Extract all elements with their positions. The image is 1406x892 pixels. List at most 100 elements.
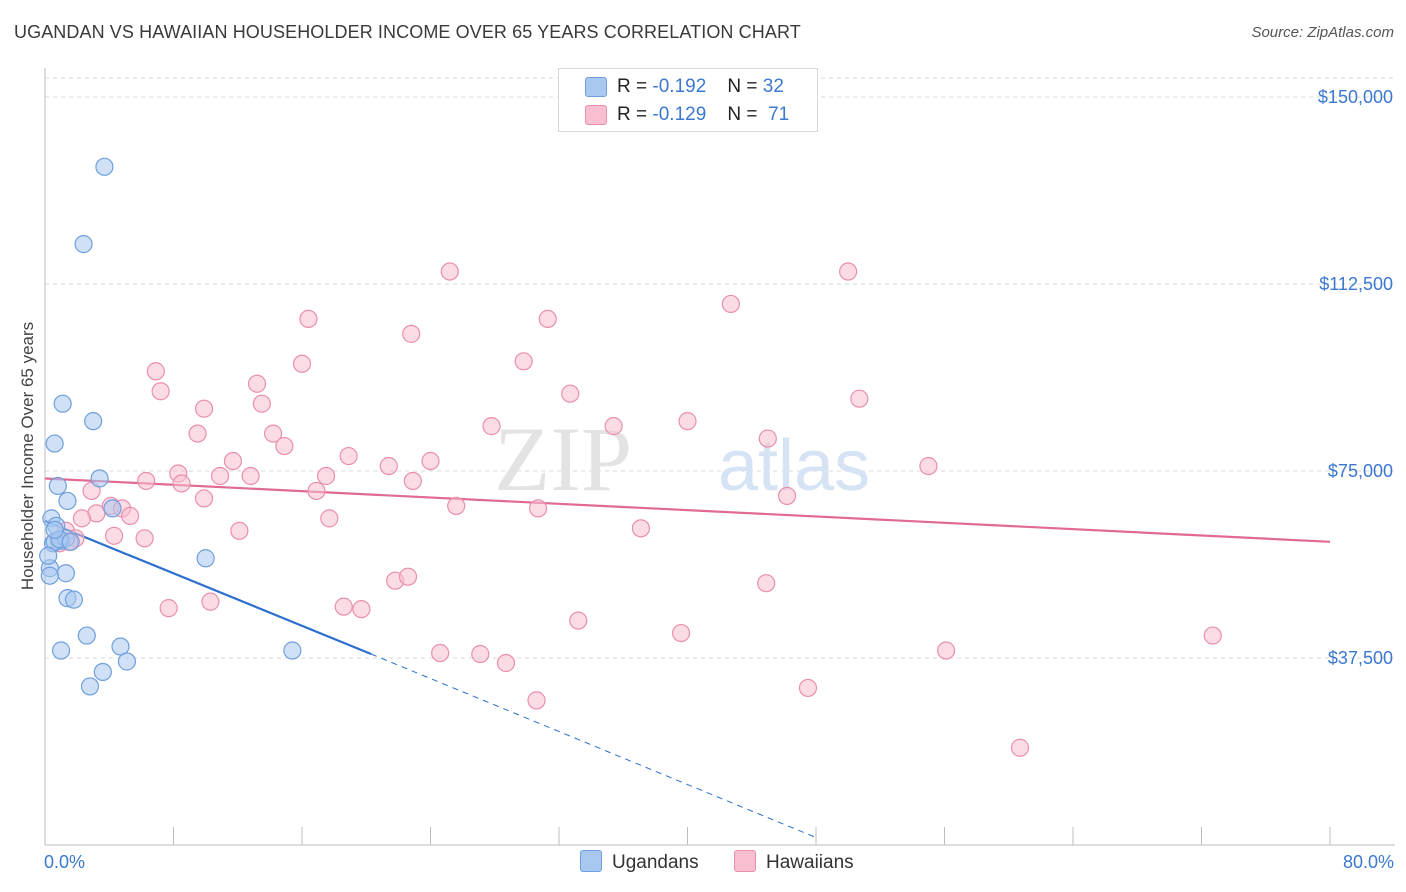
ugandans-point <box>77 626 96 645</box>
legend-text-ugandans: R = -0.192 N = 32 <box>617 76 784 97</box>
hawaiians-point <box>135 529 154 548</box>
hawaiians-point <box>263 424 283 443</box>
hawaiians-point <box>339 446 358 466</box>
ugandans-point <box>48 476 67 496</box>
hawaiians-point <box>159 599 178 618</box>
hawaiians-point <box>201 592 220 611</box>
legend-text-hawaiians: R = -0.129 N = 71 <box>617 104 790 125</box>
hawaiians-trend-line <box>44 477 1331 543</box>
hawaiians-point <box>252 394 271 413</box>
ugandans-point <box>80 677 100 696</box>
hawaiians-point <box>850 389 869 408</box>
hawaiians-point <box>538 309 557 329</box>
ugandans-point <box>40 566 59 585</box>
axes <box>44 68 1395 846</box>
hawaiians-point <box>1203 626 1222 645</box>
ugandans-trend-extension <box>370 653 817 838</box>
hawaiians-point <box>447 496 466 516</box>
hawaiians-point <box>137 471 156 491</box>
hawaiians-legend-label: Hawaiians <box>766 852 854 873</box>
hawaiians-point <box>403 471 422 491</box>
ugandans-point <box>56 564 75 583</box>
hawaiians-point <box>421 451 440 471</box>
hawaiians-point <box>758 429 777 448</box>
source-label: Source: ZipAtlas.com <box>1251 24 1394 41</box>
hawaiians-point <box>316 466 336 486</box>
trend-lines <box>44 477 1331 838</box>
ugandans-point <box>61 532 80 551</box>
ugandans-point <box>117 652 137 671</box>
data-points <box>39 157 1222 757</box>
hawaiians-point <box>151 382 170 401</box>
y-tick-label: $150,000 <box>1318 87 1393 107</box>
ugandans-point <box>283 641 302 660</box>
ugandans-point <box>51 641 71 660</box>
ugandans-legend-label: Ugandans <box>612 852 699 873</box>
hawaiians-point <box>292 354 312 373</box>
ugandans-trend-line <box>44 519 372 656</box>
hawaiians-point <box>194 489 214 508</box>
ugandans-point <box>58 491 77 511</box>
hawaiians-point <box>172 474 191 493</box>
hawaiians-point <box>223 451 243 471</box>
ugandans-swatch <box>585 77 607 97</box>
ugandans-point <box>53 394 72 413</box>
hawaiians-point <box>569 611 588 630</box>
hawaiians-point <box>471 644 490 664</box>
y-tick-label: $75,000 <box>1328 461 1393 481</box>
bottom-legend-ugandans: Ugandans <box>580 850 699 874</box>
hawaiians-point <box>937 641 956 660</box>
hawaiians-point <box>757 574 776 593</box>
y-tick-labels: $37,500 $75,000 $112,500 $150,000 <box>1318 87 1393 668</box>
hawaiians-point <box>777 486 797 506</box>
ugandans-point <box>196 549 215 568</box>
hawaiians-point <box>398 567 418 586</box>
hawaiians-point <box>299 309 318 329</box>
hawaiians-point <box>210 466 230 486</box>
hawaiians-swatch <box>585 105 607 125</box>
hawaiians-point <box>527 691 546 710</box>
hawaiians-point <box>1010 738 1030 757</box>
hawaiians-point <box>379 456 398 476</box>
hawaiians-point <box>839 262 858 281</box>
hawaiians-point <box>352 600 371 619</box>
hawaiians-point <box>919 456 938 476</box>
hawaiians-point <box>241 466 260 486</box>
hawaiians-point <box>320 509 339 528</box>
hawaiians-point <box>194 399 214 418</box>
hawaiians-point <box>440 262 459 281</box>
hawaiians-point <box>334 597 353 616</box>
ugandans-point <box>39 546 58 565</box>
ugandans-point <box>45 434 64 453</box>
ugandans-point <box>84 412 103 431</box>
y-tick-label: $112,500 <box>1319 274 1393 294</box>
ugandans-point <box>64 590 84 609</box>
ugandans-legend-swatch <box>580 850 602 872</box>
hawaiians-point <box>230 521 249 540</box>
y-tick-label: $37,500 <box>1328 648 1393 668</box>
hawaiians-point <box>514 352 533 371</box>
hawaiians-point <box>798 678 818 698</box>
hawaiians-point <box>671 623 691 643</box>
hawaiians-point <box>402 324 421 343</box>
hawaiians-point <box>275 436 294 456</box>
hawaiians-point <box>121 506 140 525</box>
hawaiians-point <box>721 294 740 314</box>
hawaiians-point <box>72 509 92 528</box>
hawaiians-point <box>678 412 697 431</box>
hawaiians-point <box>431 643 450 663</box>
x-axis-min-label: 0.0% <box>44 852 86 872</box>
ugandans-point <box>74 235 93 254</box>
chart-title: UGANDAN VS HAWAIIAN HOUSEHOLDER INCOME O… <box>14 22 801 42</box>
hawaiians-legend-swatch <box>734 850 756 872</box>
hawaiians-point <box>496 653 516 673</box>
hawaiians-point <box>482 417 501 436</box>
hawaiians-point <box>188 424 207 443</box>
x-axis-max-label: 80.0% <box>1342 852 1394 872</box>
hawaiians-point <box>631 519 651 538</box>
ugandans-point <box>95 157 114 176</box>
ugandans-point <box>45 520 64 539</box>
hawaiians-point <box>529 499 548 518</box>
gridlines <box>45 77 1395 659</box>
